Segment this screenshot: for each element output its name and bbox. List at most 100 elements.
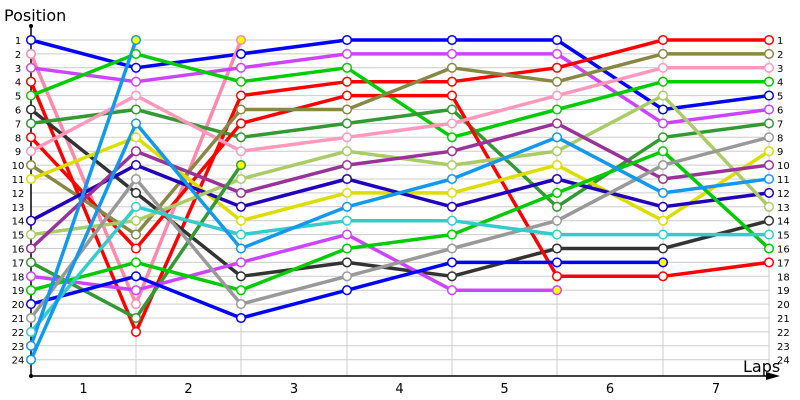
data-point-marker xyxy=(235,160,247,171)
x-axis-title: Laps xyxy=(743,357,780,376)
series-line-violet-2 xyxy=(30,232,557,292)
data-point-marker xyxy=(341,243,353,254)
y-tick-label: 10 xyxy=(12,161,25,172)
data-point-marker xyxy=(446,160,458,171)
data-point-marker xyxy=(25,229,37,240)
data-point-marker xyxy=(130,299,142,310)
data-point-marker xyxy=(235,90,247,101)
data-point-marker xyxy=(235,118,247,129)
data-point-marker xyxy=(341,146,353,157)
data-point-marker xyxy=(551,48,563,59)
data-point-marker xyxy=(657,215,669,226)
data-point-marker xyxy=(235,285,247,296)
series-markers xyxy=(25,34,775,365)
data-point-marker xyxy=(657,257,669,268)
y-tick-label: 7 xyxy=(15,119,21,130)
y-tick-label-right: 11 xyxy=(777,175,790,186)
data-point-marker xyxy=(657,201,669,212)
y-tick-label: 4 xyxy=(15,78,21,89)
data-point-marker xyxy=(130,132,142,143)
data-point-marker xyxy=(763,201,775,212)
series-line-red-2 xyxy=(29,93,770,279)
data-point-marker xyxy=(235,271,247,282)
data-point-marker xyxy=(25,271,37,282)
data-point-marker xyxy=(763,48,775,59)
data-point-marker xyxy=(763,76,775,87)
data-point-marker xyxy=(25,146,37,157)
data-point-marker xyxy=(446,257,458,268)
data-point-marker xyxy=(130,104,142,115)
y-tick-label-right: 24 xyxy=(777,356,790,367)
data-point-marker xyxy=(130,271,142,282)
data-point-marker xyxy=(341,34,353,46)
data-point-marker xyxy=(341,104,353,115)
data-point-marker xyxy=(130,76,142,87)
y-tick-label: 11 xyxy=(12,175,25,186)
y-tick-label: 14 xyxy=(12,217,25,228)
y-tick-label-right: 21 xyxy=(777,314,790,325)
data-point-marker xyxy=(763,118,775,129)
data-point-marker xyxy=(657,132,669,143)
series-line-dark-green xyxy=(30,107,770,209)
data-point-marker xyxy=(446,271,458,282)
data-point-marker xyxy=(341,257,353,268)
y-tick-label: 18 xyxy=(12,272,25,283)
y-tick-label: 21 xyxy=(12,314,25,325)
data-point-marker xyxy=(235,312,247,324)
data-point-marker xyxy=(446,76,458,87)
data-point-marker xyxy=(446,104,458,115)
y-tick-label-right: 15 xyxy=(777,231,790,242)
y-tick-label-right: 6 xyxy=(777,106,783,117)
data-point-marker xyxy=(446,34,458,46)
data-point-marker xyxy=(235,104,247,115)
data-point-marker xyxy=(25,34,37,46)
data-point-marker xyxy=(551,104,563,115)
y-tick-label-right: 18 xyxy=(777,272,790,283)
data-point-marker xyxy=(657,271,669,282)
series-line-black xyxy=(29,108,770,279)
y-tick-label-right: 5 xyxy=(777,92,783,103)
y-tick-label: 5 xyxy=(15,92,21,103)
series-line-sky-blue-2 xyxy=(29,121,770,361)
y-tick-label: 2 xyxy=(15,50,21,61)
y-tick-label: 23 xyxy=(12,342,25,353)
y-tick-label-right: 17 xyxy=(777,258,790,269)
data-point-marker xyxy=(25,118,37,129)
data-point-marker xyxy=(551,285,563,296)
data-point-marker xyxy=(551,215,563,226)
x-tick-label: 2 xyxy=(184,382,192,397)
data-point-marker xyxy=(763,132,775,143)
data-point-marker xyxy=(341,76,353,87)
y-tick-label: 22 xyxy=(12,328,25,339)
data-point-marker xyxy=(25,90,37,101)
data-point-marker xyxy=(551,146,563,157)
y-tick-label: 15 xyxy=(12,231,25,242)
data-point-marker xyxy=(25,173,37,185)
data-point-marker xyxy=(763,160,775,171)
data-point-marker xyxy=(657,62,669,73)
data-point-marker xyxy=(551,201,563,212)
data-point-marker xyxy=(130,34,142,46)
data-point-marker xyxy=(25,299,37,310)
data-point-marker xyxy=(341,285,353,296)
data-point-marker xyxy=(551,118,563,129)
data-point-marker xyxy=(235,201,247,212)
data-point-marker xyxy=(551,62,563,73)
series-line-green-2 xyxy=(30,149,771,292)
data-point-marker xyxy=(446,285,458,296)
y-tick-label: 12 xyxy=(12,189,25,200)
y-axis-title: Position xyxy=(4,6,66,25)
series-line-blue xyxy=(30,38,770,112)
data-point-marker xyxy=(551,90,563,101)
data-point-marker xyxy=(25,48,37,59)
x-tick-label: 6 xyxy=(606,382,614,397)
data-point-marker xyxy=(657,48,669,59)
data-point-marker xyxy=(235,243,247,254)
data-point-marker xyxy=(657,118,669,129)
data-point-marker xyxy=(551,160,563,171)
data-point-marker xyxy=(235,187,247,198)
data-point-marker xyxy=(763,104,775,115)
data-point-marker xyxy=(551,76,563,87)
data-point-marker xyxy=(446,146,458,157)
